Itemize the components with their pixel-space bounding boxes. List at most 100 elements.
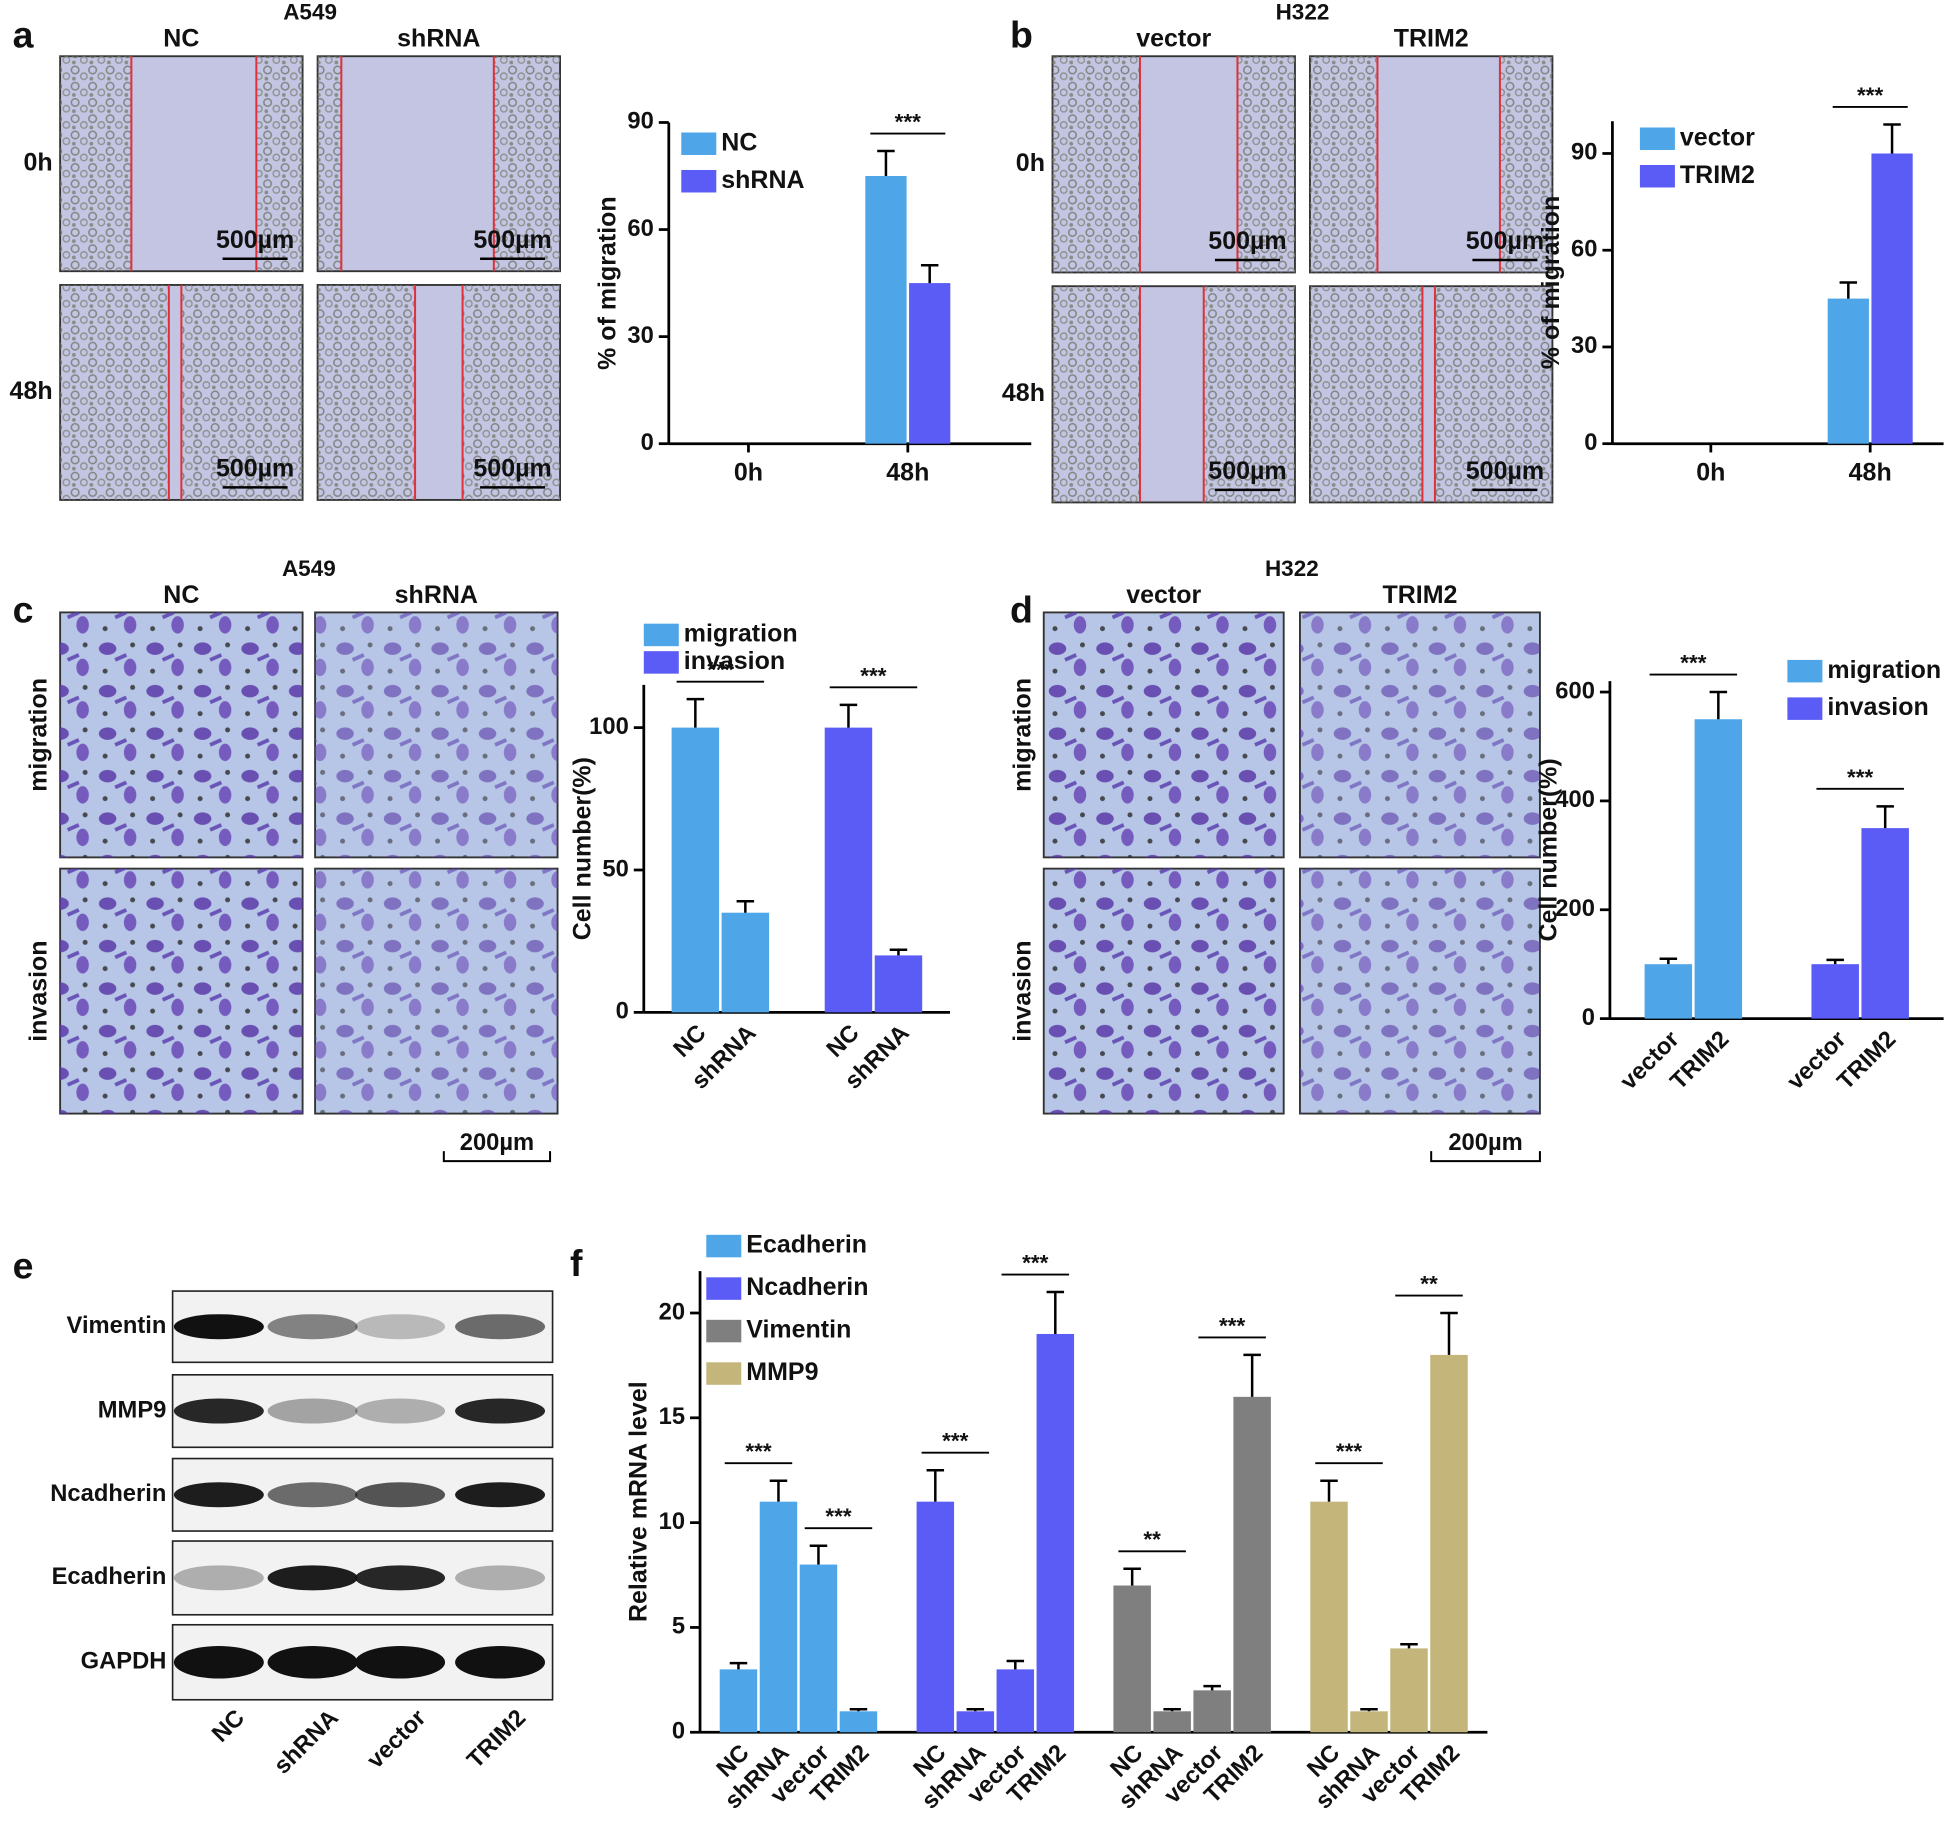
lane-label: TRIM2 [462, 1705, 531, 1774]
y-tick-label: 10 [659, 1509, 685, 1535]
legend-swatch [1639, 164, 1675, 188]
blot-band [173, 1398, 264, 1424]
stain-texture [1043, 868, 1284, 1114]
error-bar [1876, 805, 1894, 829]
protein-label: Ecadherin [52, 1564, 167, 1590]
error-bar [1709, 690, 1728, 720]
error-bar [1839, 281, 1858, 299]
cell-texture [1237, 56, 1295, 273]
error-bar [1163, 1707, 1181, 1712]
bar [956, 1711, 995, 1733]
scale-bar-label: 500µm [1466, 457, 1544, 485]
y-tick-label: 60 [627, 216, 653, 242]
column-label: shRNA [397, 25, 480, 53]
bar [1113, 1585, 1151, 1733]
legend-swatch [706, 1319, 742, 1343]
error-bar [1123, 1567, 1141, 1586]
panel-letter: d [1010, 588, 1033, 630]
y-tick-label: 400 [1555, 787, 1595, 813]
significance-label: *** [707, 658, 734, 683]
column-label: shRNA [395, 581, 478, 609]
stain-texture [60, 868, 303, 1114]
blot-band [173, 1482, 264, 1508]
significance-label: *** [1857, 83, 1884, 108]
stain-texture [60, 612, 303, 858]
cell-texture [181, 284, 303, 500]
y-axis-label: Relative mRNA level [625, 1381, 653, 1622]
bar [671, 727, 720, 1013]
y-tick-label: 100 [589, 714, 629, 740]
bar [1193, 1690, 1231, 1733]
y-axis-label: % of migration [593, 196, 621, 369]
y-tick-label: 30 [1571, 333, 1597, 359]
bar [1036, 1333, 1075, 1733]
significance-label: *** [860, 663, 887, 688]
legend-label: Ncadherin [746, 1273, 868, 1301]
bar [1350, 1711, 1388, 1733]
y-axis-label: Cell number(%) [568, 757, 596, 940]
scale-bar-label: 500µm [216, 455, 294, 483]
legend-label: TRIM2 [1680, 161, 1755, 189]
legend-label: migration [1827, 656, 1941, 684]
row-label: 0h [1016, 149, 1045, 177]
legend-label: shRNA [721, 166, 804, 194]
scale-bar [442, 1151, 552, 1163]
scale-bar-label: 200µm [460, 1130, 534, 1156]
error-bar [920, 263, 939, 284]
bar [996, 1669, 1035, 1733]
blot-band [455, 1314, 546, 1340]
cell-texture [493, 56, 561, 272]
blot-band [173, 1646, 264, 1679]
legend-swatch [643, 651, 679, 674]
y-tick-label: 20 [659, 1299, 685, 1325]
bar [1861, 828, 1909, 1019]
error-bar [686, 697, 705, 728]
y-tick-label: 0 [1584, 430, 1597, 456]
cell-texture [256, 56, 303, 272]
blot-band [267, 1398, 358, 1424]
significance-label: *** [1219, 1313, 1246, 1338]
blot-band [173, 1314, 264, 1340]
legend-swatch [706, 1234, 742, 1258]
significance-label: ** [1420, 1271, 1438, 1296]
bar [1644, 964, 1693, 1019]
error-bar [729, 1661, 748, 1670]
protein-label: MMP9 [98, 1397, 167, 1423]
lane-label: vector [362, 1705, 431, 1774]
cell-texture [317, 56, 342, 272]
legend-label: vector [1680, 123, 1755, 151]
legend-swatch [706, 1277, 742, 1300]
stain-texture [1043, 612, 1284, 858]
significance-label: *** [895, 109, 922, 134]
bar [719, 1669, 758, 1733]
cell-line-label: A549 [282, 556, 336, 581]
y-tick-label: 60 [1571, 236, 1597, 262]
cell-texture [60, 56, 132, 272]
bar [824, 727, 873, 1013]
y-tick-label: 200 [1555, 896, 1595, 922]
blot-band [355, 1398, 446, 1424]
error-bar [889, 948, 908, 956]
cell-line-label: A549 [283, 0, 337, 25]
bar [1310, 1501, 1348, 1733]
cell-texture [1499, 56, 1553, 273]
y-tick-label: 0 [616, 999, 629, 1025]
error-bar [809, 1544, 828, 1565]
row-label: invasion [1008, 940, 1036, 1041]
row-label: migration [1008, 678, 1036, 792]
blot-band [455, 1482, 546, 1508]
scale-bar-label: 500µm [1208, 457, 1286, 485]
cell-texture [462, 284, 561, 500]
cell-texture [1203, 286, 1295, 503]
error-bar [926, 1468, 945, 1502]
bar [1827, 298, 1869, 444]
significance-label: *** [745, 1439, 772, 1464]
blot-band [355, 1482, 446, 1508]
row-label: 48h [1002, 379, 1045, 407]
blot-band [267, 1646, 358, 1679]
significance-label: *** [1847, 765, 1874, 790]
column-label: TRIM2 [1394, 25, 1469, 53]
error-bar [839, 703, 858, 728]
error-bar [1400, 1642, 1418, 1649]
y-axis-label: % of migration [1537, 196, 1565, 370]
